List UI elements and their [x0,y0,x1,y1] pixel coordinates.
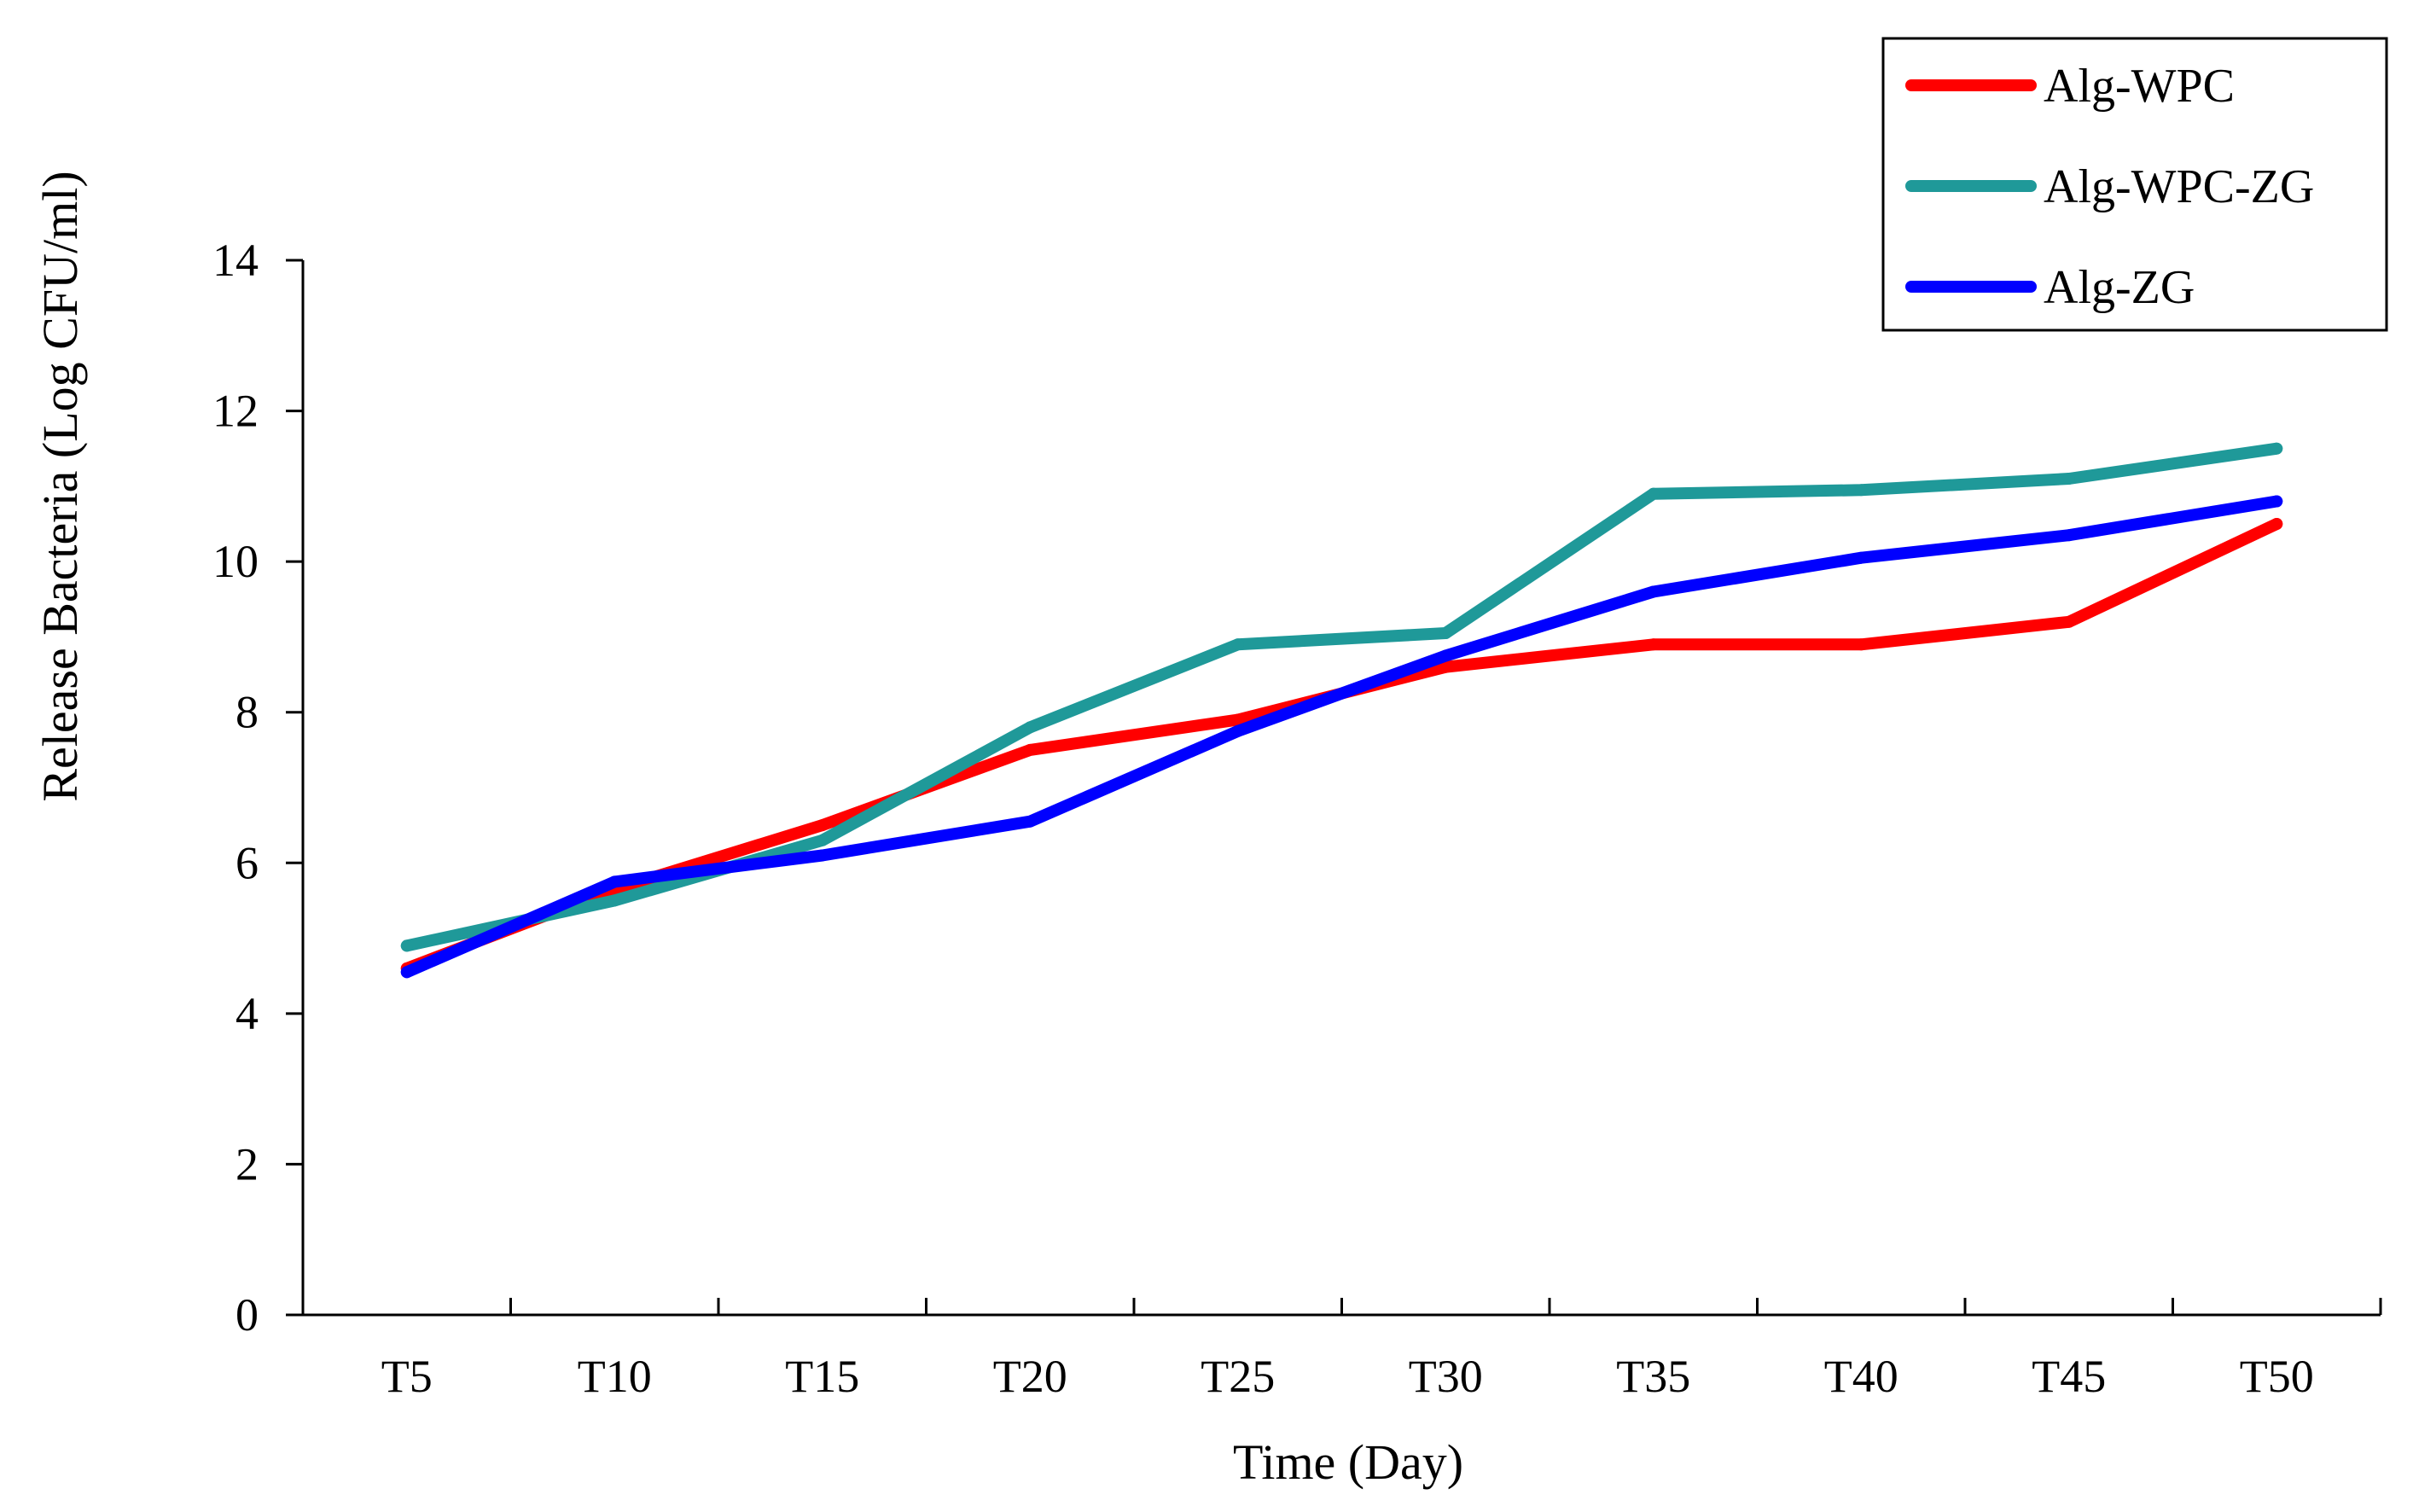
y-tick-label: 0 [235,1289,259,1340]
data-point-alg-wpc [1439,660,1452,673]
data-point-alg-wpc-zg [1439,627,1452,640]
data-point-alg-wpc-zg [400,939,413,952]
axes [301,260,2381,1317]
legend: Alg-WPC Alg-WPC-ZG Alg-ZG [1881,37,2388,332]
x-tick-label: T5 [381,1351,433,1402]
x-tick-label: T15 [785,1351,859,1402]
y-tick-label: 10 [212,536,259,587]
legend-label-alg-wpc-zg: Alg-WPC-ZG [2044,160,2314,213]
data-point-alg-zg [1439,649,1452,662]
series-line-alg-zg [400,495,2283,979]
data-point-alg-wpc-zg [2062,473,2075,486]
x-axis-title: Time (Day) [1233,1434,1463,1490]
series-lines [400,442,2283,979]
data-point-alg-zg [1647,585,1660,598]
x-tick-label: T30 [1409,1351,1483,1402]
data-point-alg-wpc-zg [1024,721,1037,734]
data-point-alg-wpc [1024,743,1037,756]
x-tick-label: T45 [2032,1351,2106,1402]
data-point-alg-wpc [2062,615,2075,628]
data-point-alg-wpc [2271,518,2283,530]
data-point-alg-wpc-zg [608,894,621,907]
x-ticks: T5 T10 T15 T20 T25 T30 T35 T40 T45 T50 [381,1298,2382,1402]
data-point-alg-wpc [1647,638,1660,651]
data-point-alg-wpc-zg [816,834,829,846]
y-tick-label: 6 [235,837,259,888]
y-tick-label: 2 [235,1138,259,1189]
data-point-alg-zg [1855,551,1868,564]
x-tick-label: T10 [578,1351,652,1402]
data-point-alg-wpc-zg [1231,638,1244,651]
data-point-alg-zg [608,875,621,888]
data-point-alg-zg [2062,529,2075,542]
data-point-alg-wpc [1231,713,1244,726]
data-point-alg-zg [400,966,413,979]
data-point-alg-wpc [816,819,829,832]
data-point-alg-wpc-zg [1855,484,1868,497]
x-tick-label: T40 [1824,1351,1898,1402]
y-tick-label: 8 [235,687,259,738]
y-tick-label: 12 [212,386,259,437]
legend-label-alg-zg: Alg-ZG [2044,261,2195,314]
x-tick-label: T25 [1201,1351,1275,1402]
data-point-alg-wpc-zg [1647,487,1660,500]
data-point-alg-zg [1024,815,1037,828]
y-axis-title: Release Bacteria (Log CFU/ml) [32,171,88,801]
y-ticks: 0 2 4 6 8 10 12 14 [212,235,303,1340]
x-tick-label: T20 [993,1351,1067,1402]
series-line-alg-wpc [400,518,2283,974]
legend-items: Alg-WPC Alg-WPC-ZG Alg-ZG [1905,60,2314,314]
data-point-alg-zg [1231,724,1244,737]
data-point-alg-wpc-zg [2271,442,2283,455]
x-tick-label: T35 [1616,1351,1690,1402]
y-tick-label: 14 [212,235,259,286]
data-point-alg-zg [2271,495,2283,508]
x-tick-label: T50 [2240,1351,2314,1402]
y-tick-label: 4 [235,988,259,1039]
legend-label-alg-wpc: Alg-WPC [2044,60,2235,113]
data-point-alg-zg [816,849,829,862]
data-point-alg-wpc [1855,638,1868,651]
